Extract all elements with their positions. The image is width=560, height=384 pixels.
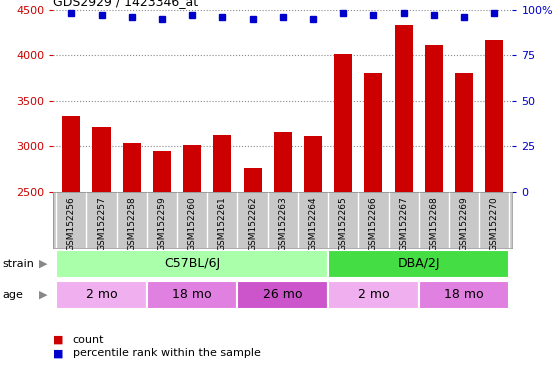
Text: GSM152262: GSM152262 [248, 197, 257, 251]
Text: percentile rank within the sample: percentile rank within the sample [73, 348, 260, 358]
Text: GSM152258: GSM152258 [127, 197, 136, 251]
Bar [365, 73, 382, 384]
Text: 2 mo: 2 mo [358, 288, 389, 301]
Text: GSM152267: GSM152267 [399, 197, 408, 251]
Bar [62, 116, 81, 384]
Text: GSM152269: GSM152269 [460, 197, 469, 251]
Text: GSM152266: GSM152266 [369, 197, 378, 251]
Text: count: count [73, 335, 104, 345]
Text: 18 mo: 18 mo [172, 288, 212, 301]
Bar [244, 168, 262, 384]
Text: 2 mo: 2 mo [86, 288, 118, 301]
Text: GSM152265: GSM152265 [339, 197, 348, 251]
Bar [395, 25, 413, 384]
Text: GSM152268: GSM152268 [430, 197, 438, 251]
Bar [213, 134, 231, 384]
Text: C57BL/6J: C57BL/6J [164, 258, 220, 270]
Text: ■: ■ [53, 348, 64, 358]
Text: GSM152257: GSM152257 [97, 197, 106, 251]
Text: 18 mo: 18 mo [444, 288, 484, 301]
Text: GSM152263: GSM152263 [278, 197, 287, 251]
Bar [425, 45, 443, 384]
Text: 26 mo: 26 mo [263, 288, 302, 301]
Text: age: age [3, 290, 24, 300]
Text: GSM152270: GSM152270 [490, 197, 499, 251]
Text: ▶: ▶ [39, 290, 48, 300]
Bar [153, 151, 171, 384]
Bar [455, 73, 473, 384]
Text: GSM152261: GSM152261 [218, 197, 227, 251]
Bar [274, 132, 292, 384]
Text: ▶: ▶ [39, 259, 48, 269]
Bar [183, 146, 201, 384]
Bar [304, 136, 322, 384]
Text: GSM152256: GSM152256 [67, 197, 76, 251]
Bar [237, 281, 328, 309]
Bar [56, 250, 328, 278]
Bar [147, 281, 237, 309]
Text: strain: strain [3, 259, 35, 269]
Bar [56, 281, 147, 309]
Bar [328, 250, 510, 278]
Bar [334, 54, 352, 384]
Bar [92, 127, 110, 384]
Bar [485, 40, 503, 384]
Text: DBA/2J: DBA/2J [398, 258, 440, 270]
Bar [419, 281, 510, 309]
Text: ■: ■ [53, 335, 64, 345]
Text: GSM152264: GSM152264 [309, 197, 318, 251]
Bar [123, 143, 141, 384]
Bar [328, 281, 419, 309]
Text: GSM152260: GSM152260 [188, 197, 197, 251]
Text: GSM152259: GSM152259 [157, 197, 166, 251]
Text: GDS2929 / 1423346_at: GDS2929 / 1423346_at [53, 0, 198, 8]
